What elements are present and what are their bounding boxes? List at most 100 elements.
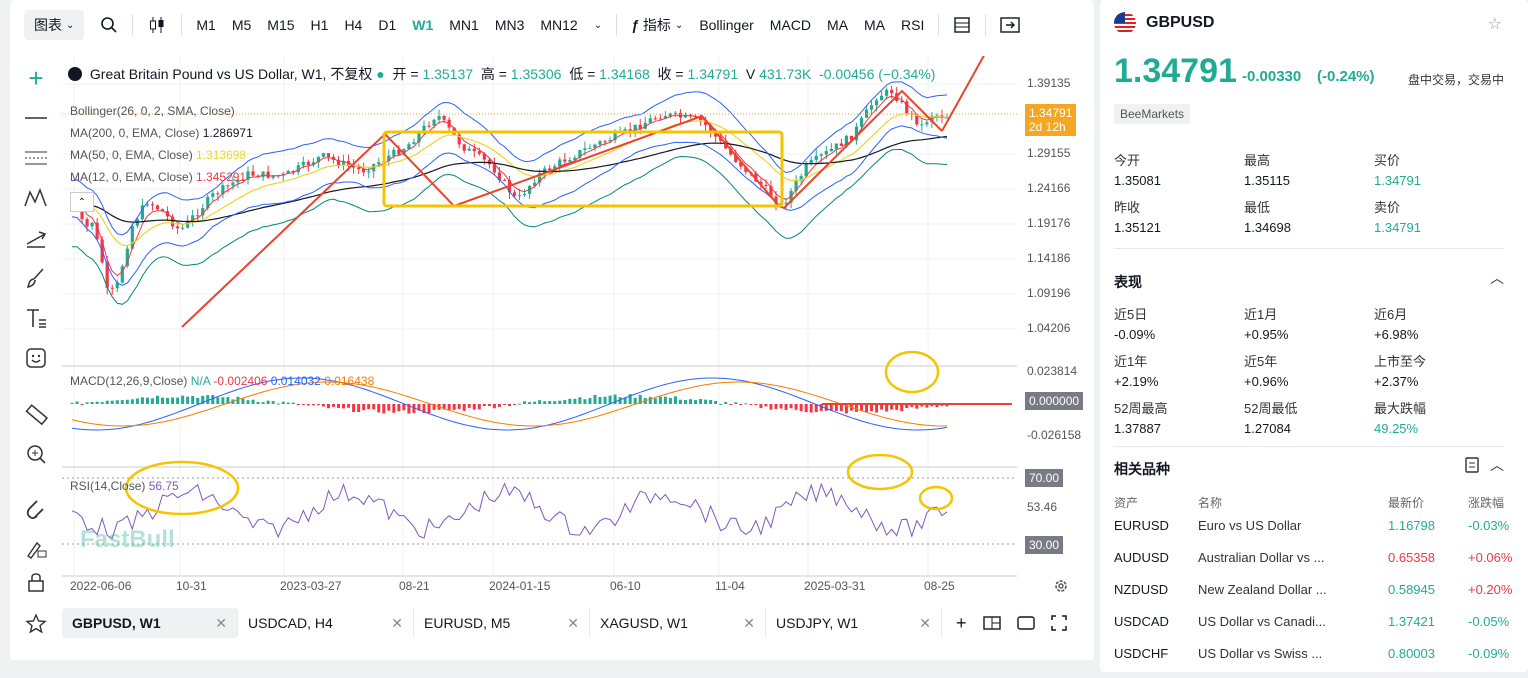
macd-bar [930,404,934,407]
price-axis[interactable]: 1.39135 1.29155 1.24166 1.19176 1.14186 … [1017,56,1094,596]
related-row-usdchf[interactable]: USDCHF US Dollar vs Swiss ... 0.80003 -0.09… [1114,646,1509,678]
bar-countdown: 2d 12h [1029,120,1066,134]
emoji-tool[interactable] [20,342,52,374]
candle-body [251,171,255,176]
related-row-usdcad[interactable]: USDCAD US Dollar vs Canadi... 1.37421 -0.05… [1114,614,1509,646]
timeframe-mn3[interactable]: MN3 [494,17,525,33]
performance-stat: 近5年 +0.96% [1244,351,1374,389]
macd-bar [467,404,471,408]
split-view-button[interactable] [975,608,1009,638]
candle-body [880,95,884,101]
candle-body [764,184,768,187]
crosshair-tool[interactable]: + [20,62,52,94]
timeframe-m15[interactable]: M15 [267,17,295,33]
pattern-tool[interactable] [20,182,52,214]
indicator-quick-group: Bollinger MACD MA MA RSI [691,10,932,40]
macd-bar [236,396,240,404]
macd-bar [593,394,597,404]
indicator-ma-button[interactable]: MA [864,17,886,33]
timeframe-h4[interactable]: H4 [344,17,363,33]
macd-bar [377,404,381,413]
related-row-audusd[interactable]: AUDUSD Australian Dollar vs ... 0.65358 +0.… [1114,550,1512,582]
fib-tool[interactable] [20,142,52,174]
macd-bar [387,404,391,411]
timeframe-m1[interactable]: M1 [196,17,216,33]
related-row-nzdusd[interactable]: NZDUSD New Zealand Dollar ... 0.58945 +0.20… [1114,582,1512,614]
collapse-legend-button[interactable]: ⌃ [70,192,94,212]
close-icon[interactable]: ✕ [567,614,579,631]
related-list-button[interactable] [1464,457,1480,478]
candle-body [628,129,632,132]
ma50-label: MA(50, 0, EMA, Close) [70,148,193,162]
measure-tool[interactable] [20,398,52,430]
macd-bar [316,404,320,406]
magnet-tool[interactable] [20,492,52,524]
stat-label: 上市至今 [1374,354,1427,369]
close-icon[interactable]: ✕ [215,614,227,631]
collapse-related-button[interactable]: ︿ [1490,455,1504,475]
time-axis[interactable]: 2022-06-06 10-31 2023-03-27 08-21 2024-0… [62,576,1017,596]
indicator-rsi-button[interactable]: RSI [901,17,925,33]
split-layout-icon [982,616,1001,630]
timeframe-h1[interactable]: H1 [310,17,329,33]
chart-type-dropdown[interactable]: 图表 ⌄ [24,10,85,40]
smiley-icon [26,348,46,368]
close-icon[interactable]: ✕ [919,614,931,631]
indicator-macd-button[interactable]: MACD [769,17,812,33]
trendline-tool[interactable] [20,102,52,134]
favorite-button[interactable]: ☆ [1488,14,1502,34]
macd-signal-value: 0.016438 [324,374,375,388]
candle-body [336,159,341,166]
symbol-tab[interactable]: EURUSD, M5 ✕ [414,608,590,638]
candle-body [246,171,250,180]
lock-tool[interactable] [20,572,52,592]
candle-body [226,185,230,187]
symbol-tab[interactable]: USDJPY, W1 ✕ [766,608,942,638]
text-tool[interactable] [20,302,52,334]
symbol-tab[interactable]: USDCAD, H4 ✕ [238,608,414,638]
single-view-button[interactable] [1009,608,1043,638]
symbol-tab[interactable]: GBPUSD, W1 ✕ [62,608,238,638]
macd-bar [663,396,667,404]
related-row-eurusd[interactable]: EURUSD Euro vs US Dollar 1.16798 -0.03% [1114,518,1509,550]
candle-body [231,182,235,186]
macd-bar [729,404,733,405]
settings-button[interactable] [1053,578,1069,599]
macd-tick: -0.026158 [1027,428,1082,442]
search-button[interactable] [92,10,126,40]
timeframe-d1[interactable]: D1 [378,17,397,33]
symbol-tab[interactable]: XAGUSD, W1 ✕ [590,608,766,638]
close-icon[interactable]: ✕ [743,614,755,631]
timeframe-more-button[interactable]: ⌄ [586,10,610,40]
macd-bar [824,404,828,411]
macd-bar [477,404,481,410]
related-price: 0.65358 [1388,550,1435,565]
timeframe-mn12[interactable]: MN12 [540,17,578,33]
macd-bar [412,404,416,414]
timeframe-w1[interactable]: W1 [412,17,434,33]
collapse-performance-button[interactable]: ︿ [1490,268,1504,288]
close-icon[interactable]: ✕ [391,614,403,631]
favorite-tool[interactable] [20,608,52,640]
brush-tool[interactable] [20,262,52,294]
candle-body [573,157,577,160]
indicator-ma-button[interactable]: MA [827,17,849,33]
timeframe-mn1[interactable]: MN1 [449,17,479,33]
price-chart[interactable]: Great Britain Pound vs US Dollar, W1, 不复… [62,49,1017,596]
fullscreen-button[interactable] [1043,608,1075,638]
timeframe-m5[interactable]: M5 [231,17,252,33]
projection-tool[interactable] [20,222,52,254]
candle-body [603,141,607,143]
indicators-button[interactable]: ƒ 指标 ⌄ [623,10,691,40]
volume-value: 431.73K [759,66,812,82]
add-tab-button[interactable]: + [948,608,975,638]
candle-type-button[interactable] [139,10,175,40]
volume-label: V [745,66,756,82]
performance-stat: 52周最高 1.37887 [1114,398,1244,436]
layout-button[interactable] [945,10,979,40]
lock-drawings-tool[interactable] [20,532,52,564]
zoom-tool[interactable] [20,438,52,470]
candle-body [115,282,119,289]
collapse-panel-button[interactable] [992,10,1028,40]
indicator-bollinger-button[interactable]: Bollinger [699,17,754,33]
